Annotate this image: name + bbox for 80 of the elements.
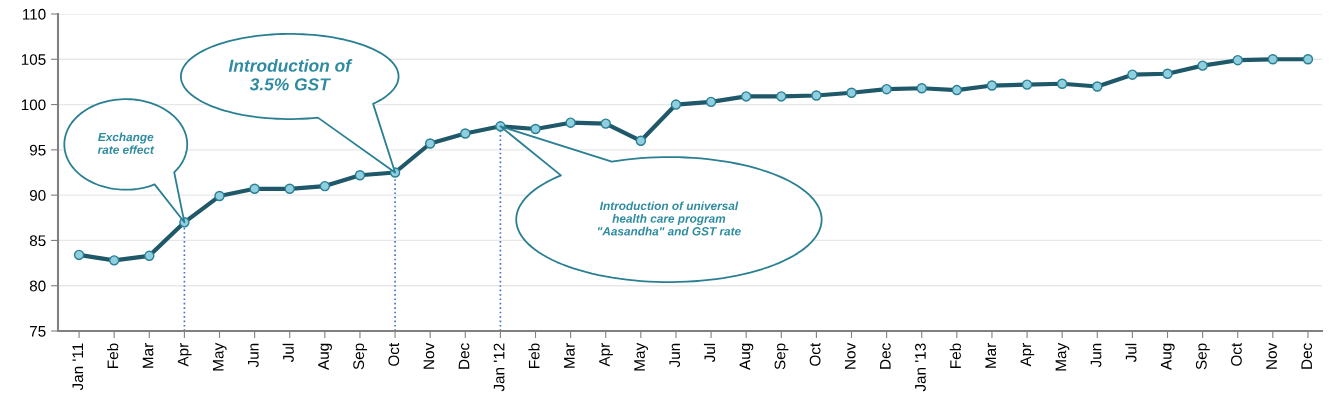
x-tick-label: Dec xyxy=(458,343,470,369)
annotation: Introduction of universal health care program "Aasandha" and GST rate xyxy=(598,201,741,236)
x-tick-label: Apr xyxy=(599,343,613,367)
y-tick-label: 80 xyxy=(29,280,46,292)
x-tick-label: Feb xyxy=(949,343,961,368)
x-tick-label: Apr xyxy=(177,343,192,367)
x-tick-label: Dec xyxy=(880,343,891,369)
point xyxy=(776,91,787,102)
y-tick-label: 100 xyxy=(21,99,46,111)
x-tick-label: Nov xyxy=(423,342,435,369)
point xyxy=(670,99,682,110)
y-tick-label: 90 xyxy=(29,190,46,201)
x-tick-label: Jun xyxy=(248,343,259,368)
point xyxy=(740,91,752,102)
point xyxy=(214,190,225,202)
annotation: Exchange rate effect xyxy=(97,132,155,154)
x-tick-label: Mar xyxy=(142,343,154,368)
point xyxy=(1267,54,1279,65)
x-tick-label: Aug xyxy=(739,343,754,370)
point xyxy=(635,135,647,147)
point xyxy=(460,128,471,139)
y-tick-label: 95 xyxy=(29,144,46,156)
point xyxy=(249,183,260,195)
x-tick-label: May xyxy=(212,342,227,371)
x-tick-label: Jun xyxy=(1090,343,1102,368)
point xyxy=(1127,69,1138,80)
point xyxy=(916,83,927,94)
point xyxy=(354,170,366,181)
point xyxy=(986,80,998,91)
point xyxy=(319,180,331,192)
point xyxy=(1092,81,1103,92)
x-tick-label: Jan '13 xyxy=(915,343,926,392)
x-tick-label: Jan '12 xyxy=(493,343,505,392)
x-tick-label: Oct xyxy=(1231,342,1242,366)
point xyxy=(1056,78,1068,89)
point xyxy=(73,249,85,261)
y-tick-label: 85 xyxy=(29,235,46,247)
x-tick-label: Jul xyxy=(1125,343,1137,363)
point xyxy=(424,138,436,149)
point xyxy=(951,84,963,96)
x-tick-label: Feb xyxy=(528,343,540,368)
point xyxy=(1021,79,1033,90)
point xyxy=(881,83,892,95)
annotation: Introduction of 3.5% GST xyxy=(228,59,353,91)
point xyxy=(1232,54,1243,66)
y-tick-label: 110 xyxy=(23,8,46,20)
x-tick-label: Dec xyxy=(1301,343,1313,369)
point xyxy=(565,117,576,128)
x-tick-label: Jul xyxy=(703,343,716,363)
x-tick-label: Jun xyxy=(669,343,681,368)
point xyxy=(1162,68,1173,79)
y-tick-label: 75 xyxy=(29,326,46,337)
x-tick-label: Oct xyxy=(388,342,400,366)
point xyxy=(1302,54,1314,65)
x-tick-label: Aug xyxy=(318,343,332,370)
x-tick-label: Feb xyxy=(107,343,119,368)
x-tick-label: Nov xyxy=(844,342,856,369)
x-tick-label: Oct xyxy=(809,342,821,366)
point xyxy=(108,255,120,266)
x-tick-label: Nov xyxy=(1266,342,1277,369)
point xyxy=(811,90,822,101)
x-tick-label: Jan '11 xyxy=(72,343,84,391)
point xyxy=(530,123,541,135)
x-tick-label: Aug xyxy=(1160,343,1175,370)
x-tick-label: Sep xyxy=(353,343,368,370)
point xyxy=(1197,60,1208,71)
x-tick-label: Mar xyxy=(564,343,575,368)
point xyxy=(705,96,717,108)
x-tick-label: Sep xyxy=(1195,343,1210,370)
x-tick-label: Mar xyxy=(985,343,997,368)
x-tick-label: Jul xyxy=(282,343,294,363)
x-tick-label: Sep xyxy=(774,343,789,370)
x-tick-label: Apr xyxy=(1020,343,1035,367)
x-tick-label: May xyxy=(634,342,648,371)
point xyxy=(846,87,857,99)
point xyxy=(600,118,611,129)
y-tick-label: 105 xyxy=(21,54,46,65)
point xyxy=(144,250,155,262)
x-tick-label: May xyxy=(1055,342,1070,371)
point xyxy=(284,183,295,195)
